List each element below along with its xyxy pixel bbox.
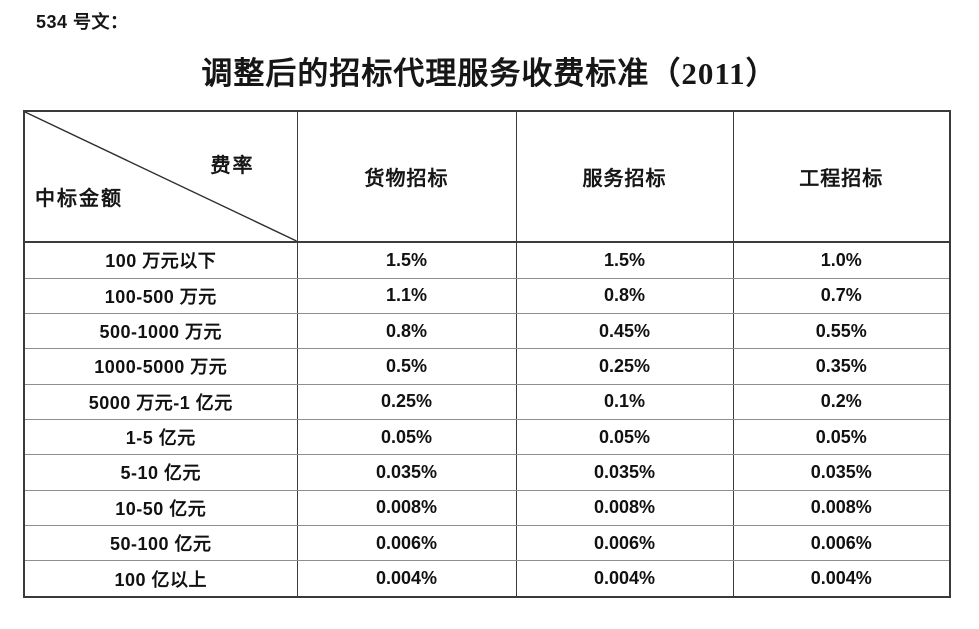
table-row: 100 亿以上 0.004% 0.004% 0.004% <box>23 560 951 598</box>
table-row: 100 万元以下 1.5% 1.5% 1.0% <box>23 241 951 279</box>
row-label-amount-range: 5-10 亿元 <box>23 454 298 491</box>
rate-value: 1.5% <box>515 241 734 279</box>
table-row: 500-1000 万元 0.8% 0.45% 0.55% <box>23 312 951 350</box>
table-body: 100 万元以下 1.5% 1.5% 1.0% 100-500 万元 1.1% 0.8% 0.… <box>23 241 951 598</box>
rate-value: 0.004% <box>296 560 517 598</box>
row-label-amount-range: 100 亿以上 <box>23 560 298 598</box>
table-row: 1000-5000 万元 0.5% 0.25% 0.35% <box>23 348 951 385</box>
row-label-amount-range: 10-50 亿元 <box>23 489 298 527</box>
rate-value: 0.004% <box>515 560 734 598</box>
rate-value: 0.25% <box>296 383 517 420</box>
row-label-amount-range: 1-5 亿元 <box>23 418 298 456</box>
table-row: 50-100 亿元 0.006% 0.006% 0.006% <box>23 525 951 562</box>
rate-value: 0.035% <box>515 454 734 491</box>
rate-value: 0.004% <box>732 560 951 598</box>
table-row: 100-500 万元 1.1% 0.8% 0.7% <box>23 277 951 314</box>
corner-label-amount: 中标金额 <box>35 188 123 210</box>
fee-rate-table: 费率 中标金额 货物招标 服务招标 工程招标 100 万元以下 1.5% 1.5% 1… <box>23 110 951 598</box>
rate-value: 0.2% <box>732 383 951 420</box>
row-label-amount-range: 500-1000 万元 <box>23 312 298 350</box>
page-title: 调整后的招标代理服务收费标准（2011） <box>201 56 778 91</box>
rate-value: 0.006% <box>296 525 517 562</box>
row-label-amount-range: 100-500 万元 <box>23 277 298 314</box>
doc-ref-number: 534 号文： <box>36 12 129 32</box>
rate-value: 0.006% <box>732 525 951 562</box>
rate-value: 1.5% <box>296 241 517 279</box>
table-row: 10-50 亿元 0.008% 0.008% 0.008% <box>23 489 951 527</box>
rate-value: 0.55% <box>732 312 951 350</box>
rate-value: 0.035% <box>732 454 951 491</box>
corner-label-rate: 费率 <box>210 155 255 177</box>
rate-value: 0.006% <box>515 525 734 562</box>
rate-value: 1.1% <box>296 277 517 314</box>
rate-value: 0.05% <box>732 418 951 456</box>
row-label-amount-range: 1000-5000 万元 <box>23 348 298 385</box>
rate-value: 1.0% <box>732 241 951 279</box>
row-label-amount-range: 100 万元以下 <box>23 241 298 279</box>
rate-value: 0.008% <box>515 489 734 527</box>
rate-value: 0.5% <box>296 348 517 385</box>
corner-header-cell: 费率 中标金额 <box>23 110 298 243</box>
rate-value: 0.05% <box>296 418 517 456</box>
column-header-engineering: 工程招标 <box>732 110 951 243</box>
row-label-amount-range: 50-100 亿元 <box>23 525 298 562</box>
rate-value: 0.45% <box>515 312 734 350</box>
row-label-amount-range: 5000 万元-1 亿元 <box>23 383 298 420</box>
rate-value: 0.035% <box>296 454 517 491</box>
rate-value: 0.35% <box>732 348 951 385</box>
rate-value: 0.008% <box>732 489 951 527</box>
rate-value: 0.25% <box>515 348 734 385</box>
rate-value: 0.1% <box>515 383 734 420</box>
header-row: 费率 中标金额 货物招标 服务招标 工程招标 <box>23 110 951 243</box>
rate-value: 0.008% <box>296 489 517 527</box>
column-header-goods: 货物招标 <box>296 110 517 243</box>
column-header-services: 服务招标 <box>515 110 734 243</box>
table-row: 1-5 亿元 0.05% 0.05% 0.05% <box>23 418 951 456</box>
rate-value: 0.8% <box>296 312 517 350</box>
rate-value: 0.05% <box>515 418 734 456</box>
table-row: 5-10 亿元 0.035% 0.035% 0.035% <box>23 454 951 491</box>
diagonal-divider-line <box>25 112 297 241</box>
table-row: 5000 万元-1 亿元 0.25% 0.1% 0.2% <box>23 383 951 420</box>
rate-value: 0.7% <box>732 277 951 314</box>
rate-value: 0.8% <box>515 277 734 314</box>
